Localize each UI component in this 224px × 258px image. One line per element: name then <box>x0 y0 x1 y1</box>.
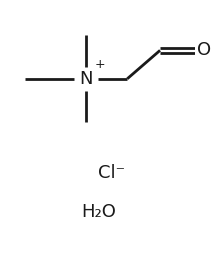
Text: Cl⁻: Cl⁻ <box>98 164 126 182</box>
Text: O: O <box>197 41 211 59</box>
Text: H₂O: H₂O <box>82 203 116 221</box>
Text: +: + <box>95 58 105 71</box>
Text: N: N <box>79 70 93 88</box>
